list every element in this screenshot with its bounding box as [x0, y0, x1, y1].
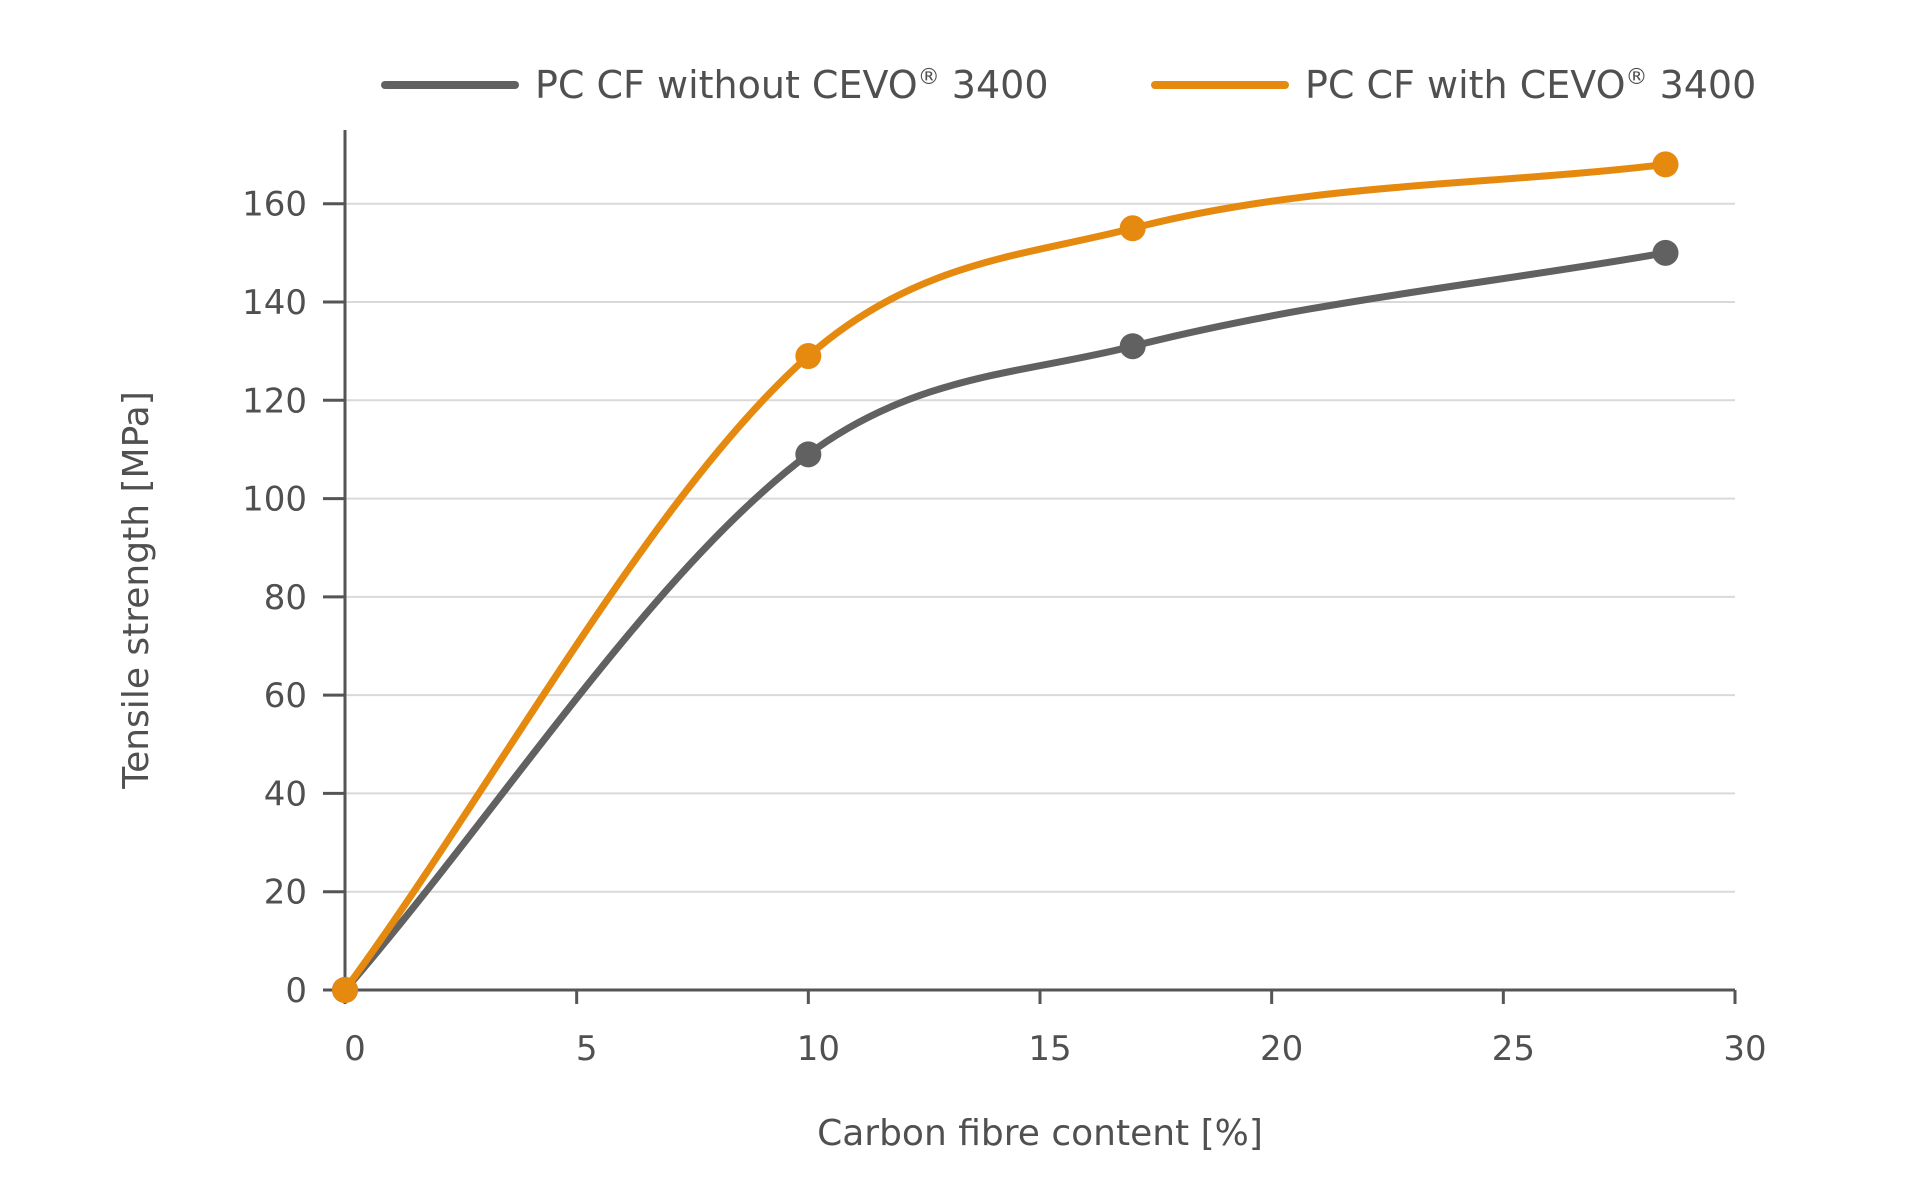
x-tick-label: 0	[344, 1029, 366, 1069]
series-1	[332, 151, 1679, 1003]
y-tick-label: 80	[264, 578, 307, 618]
y-tick-label: 20	[264, 873, 307, 913]
series-line	[341, 160, 1669, 994]
legend-label-text: PC CF without CEVO	[535, 63, 918, 107]
y-tick-label: 120	[242, 381, 307, 421]
gridlines	[345, 202, 1735, 893]
data-point	[1119, 333, 1146, 360]
legend-item-0: PC CF without CEVO® 3400	[381, 63, 1049, 107]
legend-label-sup: ®	[918, 65, 940, 90]
x-tick-label: 15	[1028, 1029, 1071, 1069]
x-tick-label: 20	[1260, 1029, 1303, 1069]
data-point	[1119, 215, 1146, 242]
x-tick-label: 25	[1492, 1029, 1535, 1069]
axes: 0 20 40 60 80 100 120 140 160 0 5 10 15 20 25 30	[242, 130, 1767, 1069]
legend-label-suffix: 3400	[940, 63, 1049, 107]
legend-item-1: PC CF with CEVO® 3400	[1151, 63, 1756, 107]
legend: PC CF without CEVO® 3400 PC CF with CEVO®…	[381, 63, 1756, 107]
data-point	[332, 977, 358, 1003]
legend-label-sup: ®	[1625, 65, 1647, 90]
data-point	[795, 441, 822, 468]
y-tick-label: 40	[264, 774, 307, 814]
legend-label-text: PC CF with CEVO	[1305, 63, 1625, 107]
series	[332, 151, 1679, 1003]
x-tick-label: 5	[576, 1029, 598, 1069]
series-0	[332, 239, 1679, 1003]
series-line	[341, 249, 1669, 994]
y-tick-label: 60	[264, 676, 307, 716]
y-tick-label: 160	[242, 185, 307, 225]
legend-label: PC CF without CEVO® 3400	[535, 63, 1049, 107]
y-tick-label: 0	[285, 971, 307, 1011]
data-point	[1652, 151, 1679, 178]
x-tick-label: 30	[1723, 1029, 1766, 1069]
y-tick-label: 100	[242, 480, 307, 520]
y-axis-title: Tensile strength [MPa]	[116, 391, 157, 790]
data-point	[795, 343, 822, 370]
x-tick-label: 10	[797, 1029, 840, 1069]
x-axis-title: Carbon fibre content [%]	[817, 1113, 1263, 1154]
legend-label-suffix: 3400	[1647, 63, 1756, 107]
y-tick-label: 140	[242, 283, 307, 323]
data-point	[1652, 239, 1679, 266]
legend-label: PC CF with CEVO® 3400	[1305, 63, 1756, 107]
